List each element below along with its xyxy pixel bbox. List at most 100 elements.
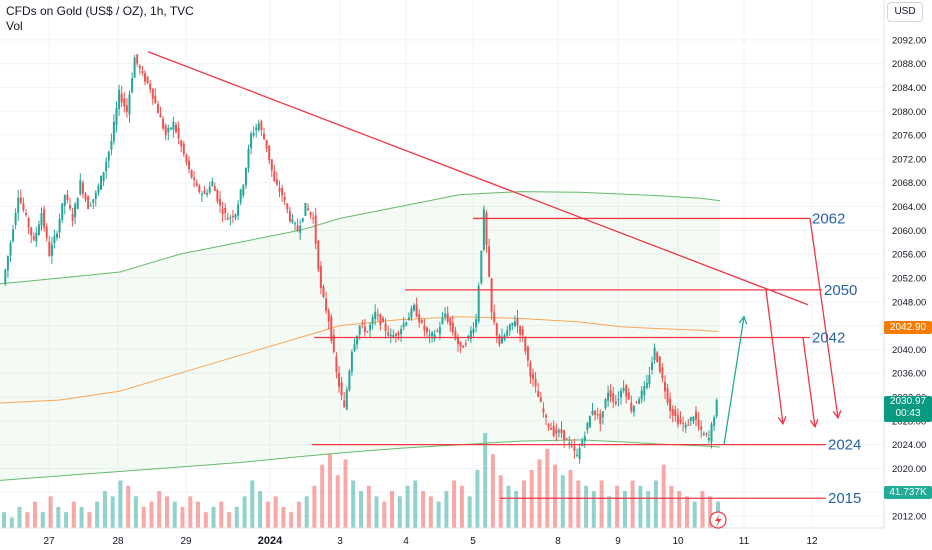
price-tick-label: 2080.00 <box>892 107 926 118</box>
candle-body <box>322 286 325 297</box>
candle-body <box>125 105 128 112</box>
volume-bar <box>366 485 371 528</box>
candle-body <box>609 390 612 397</box>
candle-body <box>713 417 716 427</box>
candle-body <box>110 141 113 150</box>
candle-body <box>534 378 537 387</box>
candle-body <box>542 408 545 413</box>
candle-body <box>229 217 232 219</box>
candle-body <box>389 335 392 337</box>
flash-icon[interactable] <box>709 511 727 529</box>
volume-bar <box>258 491 263 528</box>
volume-bar <box>289 512 294 528</box>
volume-bar <box>118 480 123 528</box>
volume-bar <box>661 464 666 528</box>
volume-bar <box>560 475 565 528</box>
candle-body <box>247 148 250 169</box>
candle-body <box>376 314 379 316</box>
volume-tag: 41.737K <box>884 486 932 499</box>
time-tick-label: 10 <box>672 536 684 547</box>
candle-body <box>177 128 180 139</box>
candle-body <box>433 334 436 339</box>
candle-body <box>175 124 177 133</box>
volume-bar <box>692 501 697 528</box>
volume-bar <box>110 496 115 528</box>
candle-body <box>304 202 307 216</box>
candle-body <box>200 193 203 195</box>
candle-body <box>495 323 498 336</box>
candle-body <box>573 446 576 451</box>
time-tick-label: 2024 <box>258 535 283 547</box>
candle-body <box>490 278 493 313</box>
candle-body <box>550 428 553 430</box>
volume-bar <box>685 496 689 528</box>
volume-bar <box>397 496 402 528</box>
candle-body <box>45 226 48 238</box>
candle-body <box>501 336 503 344</box>
volume-bar <box>700 491 705 528</box>
candle-body <box>317 240 320 270</box>
volume-bar <box>452 480 457 528</box>
volume-bar <box>133 496 138 528</box>
candle-body <box>115 107 118 126</box>
candle-body <box>92 199 95 203</box>
volume-bar <box>615 485 620 528</box>
candle-body <box>296 225 299 232</box>
level-label: 2062 <box>812 210 845 227</box>
candle-body <box>384 323 387 332</box>
candle-body <box>568 442 571 444</box>
price-tick-label: 2060.00 <box>892 226 926 237</box>
candle-body <box>480 250 483 283</box>
candle-body <box>58 219 61 233</box>
candle-body <box>350 351 353 372</box>
price-tick-label: 2020.00 <box>892 464 926 475</box>
candle-body <box>563 430 566 440</box>
candle-body <box>319 266 322 288</box>
candle-body <box>363 326 366 333</box>
candle-body <box>40 213 43 226</box>
candle-body <box>32 236 35 240</box>
time-tick-label: 12 <box>806 536 818 547</box>
candle-body <box>420 320 423 323</box>
time-tick-label: 8 <box>555 536 561 547</box>
candle-body <box>203 190 206 194</box>
candle-body <box>661 367 664 378</box>
candle-body <box>89 205 92 207</box>
candle-body <box>676 414 679 425</box>
candle-body <box>154 95 157 103</box>
candle-body <box>327 310 330 322</box>
candle-body <box>689 417 692 421</box>
price-tick-label: 2088.00 <box>892 59 926 70</box>
candle-body <box>449 318 452 326</box>
currency-button[interactable]: USD <box>887 2 923 22</box>
candle-body <box>190 170 193 178</box>
moving-average-green-upper <box>0 191 721 285</box>
candle-body <box>464 343 467 345</box>
volume-bar <box>568 469 573 528</box>
candle-body <box>588 416 591 428</box>
candle-body <box>671 409 674 416</box>
candle-body <box>226 217 229 220</box>
candle-body <box>260 121 263 130</box>
candle-body <box>586 422 589 430</box>
candle-body <box>552 426 555 436</box>
candle-body <box>625 385 628 397</box>
candle-body <box>620 390 622 398</box>
candle-body <box>374 311 377 320</box>
candle-body <box>612 393 615 402</box>
bearish-projection-arrow <box>765 289 784 424</box>
volume-bar <box>498 475 503 528</box>
candle-body <box>180 140 183 147</box>
candle-body <box>601 411 604 418</box>
volume-bar <box>227 512 232 528</box>
candle-body <box>312 217 315 219</box>
level-label: 2050 <box>824 282 857 299</box>
time-tick-label: 27 <box>43 536 55 547</box>
volume-bar <box>537 459 542 528</box>
candle-body <box>270 159 273 171</box>
candle-body <box>79 180 82 195</box>
bearish-projection-arrow <box>809 218 839 418</box>
candle-body <box>410 308 413 318</box>
candle-body <box>426 327 428 333</box>
